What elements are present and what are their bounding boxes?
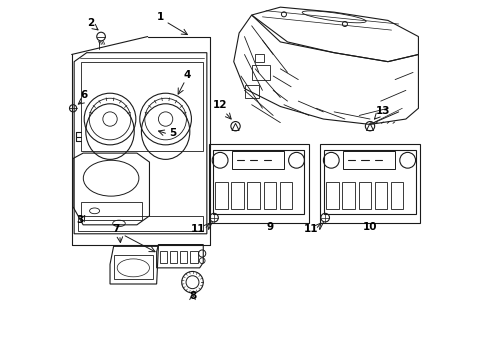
Bar: [279, 182, 292, 209]
Text: 4: 4: [183, 70, 190, 80]
Bar: [247, 182, 260, 209]
Bar: [190, 251, 197, 263]
Bar: [170, 251, 177, 263]
Text: 5: 5: [169, 128, 176, 138]
Bar: [81, 62, 203, 151]
Bar: [319, 144, 419, 223]
Text: 11: 11: [190, 224, 204, 234]
Bar: [342, 182, 354, 209]
Text: 10: 10: [362, 222, 377, 232]
Bar: [390, 182, 403, 209]
Bar: [358, 182, 370, 209]
Bar: [231, 182, 244, 209]
Text: 2: 2: [87, 18, 95, 28]
Text: 3: 3: [77, 215, 84, 225]
Bar: [244, 85, 258, 98]
Bar: [81, 202, 142, 220]
Bar: [255, 54, 264, 62]
Text: 1: 1: [156, 12, 163, 22]
Bar: [180, 251, 187, 263]
Text: 6: 6: [80, 90, 87, 99]
Bar: [343, 151, 394, 169]
Bar: [160, 251, 167, 263]
Bar: [215, 182, 227, 209]
Bar: [251, 65, 269, 80]
Bar: [231, 151, 284, 169]
Text: 11: 11: [303, 224, 317, 234]
Bar: [78, 216, 203, 231]
Text: 8: 8: [188, 291, 196, 301]
Bar: [374, 182, 386, 209]
Text: 12: 12: [212, 100, 227, 110]
Bar: [212, 149, 304, 214]
Bar: [263, 182, 276, 209]
Bar: [113, 255, 153, 279]
Text: 9: 9: [265, 222, 273, 232]
Text: 13: 13: [375, 105, 389, 116]
Bar: [208, 144, 308, 223]
Text: 7: 7: [112, 224, 120, 234]
Bar: [325, 182, 338, 209]
Bar: [324, 149, 415, 214]
